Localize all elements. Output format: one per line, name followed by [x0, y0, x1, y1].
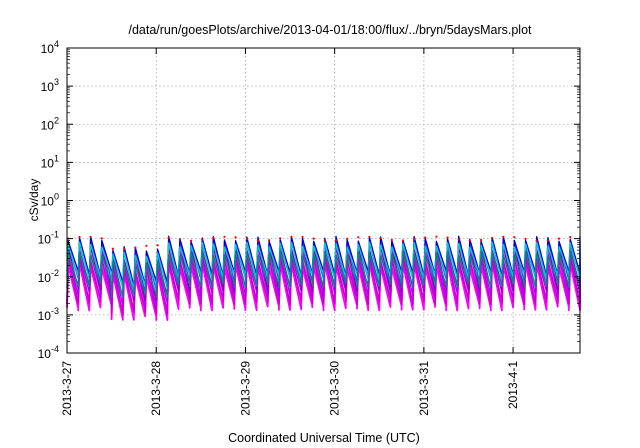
- peak-marker: [145, 244, 148, 247]
- x-axis: 2013-3-27 2013-3-28 2013-3-29 2013-3-30 2013…: [60, 48, 520, 416]
- peak-marker: [446, 236, 449, 239]
- peak-marker: [479, 238, 483, 242]
- x-tick-label: 2013-3-31: [417, 361, 431, 416]
- y-tick-label: 10-2: [38, 268, 59, 285]
- x-tick-label: 2013-3-27: [60, 361, 74, 416]
- peak-marker: [390, 238, 393, 242]
- peak-marker: [557, 237, 561, 240]
- y-axis-label: cSv/day: [27, 179, 41, 222]
- x-tick-label: 2013-3-29: [238, 361, 252, 416]
- x-tick-label: 2013-4-1: [506, 361, 520, 409]
- y-axis: 10-4 10-3 10-2 10-1 100 101 102 103 104: [38, 39, 580, 361]
- peak-marker: [178, 238, 181, 241]
- peak-marker: [491, 236, 494, 240]
- peak-marker: [569, 235, 572, 239]
- peak-marker: [424, 236, 427, 239]
- peak-marker: [524, 237, 527, 240]
- peak-marker: [368, 235, 371, 238]
- peak-marker: [111, 247, 114, 250]
- peak-marker: [189, 239, 193, 242]
- chart-title: /data/run/goesPlots/archive/2013-04-01/1…: [128, 23, 532, 37]
- peak-marker: [156, 244, 159, 247]
- y-tick-label: 10-1: [38, 230, 59, 247]
- peak-marker: [89, 235, 92, 238]
- peak-marker: [223, 235, 226, 238]
- x-tick-label: 2013-3-28: [149, 361, 163, 416]
- y-tick-label: 102: [41, 115, 59, 132]
- peak-marker: [212, 236, 215, 239]
- y-tick-label: 101: [41, 153, 59, 170]
- peak-marker: [468, 239, 471, 242]
- x-axis-label: Coordinated Universal Time (UTC): [228, 431, 420, 445]
- y-tick-label: 104: [41, 39, 59, 56]
- y-tick-label: 10-4: [38, 344, 59, 361]
- peak-marker: [201, 238, 204, 241]
- peak-marker: [457, 238, 460, 241]
- peak-marker: [334, 239, 338, 242]
- y-tick-label: 103: [41, 77, 59, 94]
- peak-marker: [245, 238, 248, 241]
- series-layer: [66, 235, 581, 321]
- series-line: [66, 250, 581, 299]
- peak-marker: [513, 236, 516, 239]
- peak-marker: [379, 237, 382, 240]
- peak-marker: [78, 235, 81, 239]
- peak-marker: [357, 236, 360, 239]
- peak-marker: [290, 235, 293, 238]
- peak-marker: [134, 246, 137, 249]
- peak-marker: [268, 239, 271, 242]
- peak-marker: [401, 239, 404, 242]
- peak-marker: [279, 237, 282, 240]
- peak-marker: [100, 237, 103, 240]
- peak-marker: [234, 236, 237, 239]
- y-tick-label: 100: [41, 192, 59, 209]
- peak-marker: [167, 236, 170, 239]
- peak-marker: [535, 239, 538, 242]
- peak-marker: [323, 239, 326, 242]
- peak-marker: [502, 235, 505, 238]
- peak-marker: [301, 235, 304, 239]
- peak-marker: [546, 239, 550, 242]
- y-tick-label: 10-3: [38, 306, 59, 323]
- peak-marker: [346, 237, 349, 240]
- x-tick-label: 2013-3-30: [328, 361, 342, 416]
- peak-marker: [413, 238, 416, 241]
- peak-marker: [123, 248, 126, 251]
- peak-marker: [256, 239, 259, 242]
- peak-marker: [312, 237, 315, 240]
- peak-marker: [435, 235, 438, 238]
